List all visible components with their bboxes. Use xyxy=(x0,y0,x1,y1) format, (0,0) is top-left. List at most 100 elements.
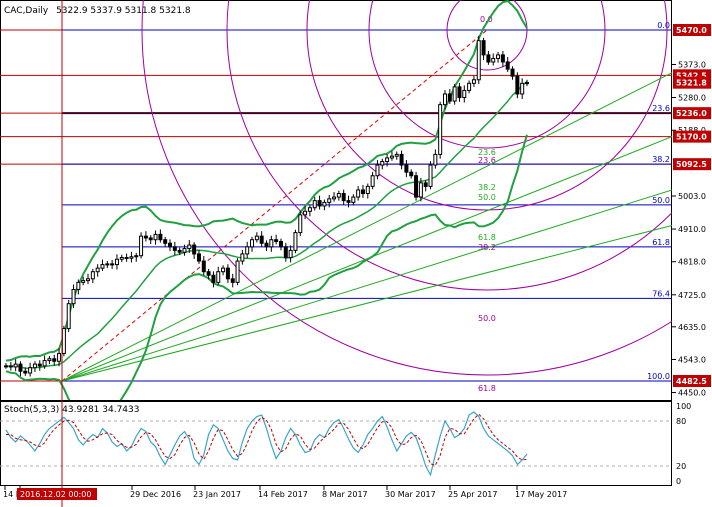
time-axis-label: 14 Feb 2017 xyxy=(258,490,308,499)
price-tag-label: 5342.5 xyxy=(676,71,707,80)
candle-body xyxy=(452,86,457,102)
candle-body xyxy=(312,200,317,209)
bollinger-band xyxy=(5,80,528,369)
time-axis-label: 23 Jan 2017 xyxy=(193,490,241,499)
candle-body xyxy=(158,233,163,241)
price-axis-label: 5003.0 xyxy=(678,192,706,201)
stoch-axis-label: 80 xyxy=(676,417,686,426)
candle-body xyxy=(385,157,390,163)
candle-body xyxy=(95,267,100,273)
candle-body xyxy=(163,239,168,244)
candle-body xyxy=(389,155,394,159)
candle-body xyxy=(442,93,447,106)
time-cursor-tag-bg xyxy=(17,488,97,500)
candle-body xyxy=(230,278,235,283)
candle-body xyxy=(148,237,153,241)
candle-body xyxy=(37,363,42,367)
candle-body xyxy=(42,360,47,367)
candle-body xyxy=(254,235,259,241)
candle-body xyxy=(303,210,308,216)
candle-body xyxy=(18,363,23,372)
fan-label: 50.0 xyxy=(478,193,496,202)
price-axis-label: 4635.0 xyxy=(678,323,706,332)
candle-body xyxy=(375,164,380,177)
price-tag-bg xyxy=(673,24,711,36)
candle-body xyxy=(428,164,433,187)
bollinger-band xyxy=(5,0,528,362)
fibo-arc-label: 0.0 xyxy=(480,15,493,24)
candle-body xyxy=(370,175,375,187)
candle-body xyxy=(404,164,409,173)
candle-body xyxy=(288,249,293,258)
candle-body xyxy=(134,255,139,258)
fibo-arc-label: 50.0 xyxy=(478,314,496,323)
candle-body xyxy=(322,201,327,207)
fan-line xyxy=(61,225,672,382)
price-tag-label: 4482.5 xyxy=(676,377,707,386)
candle-body xyxy=(216,271,221,283)
candle-body xyxy=(264,242,269,248)
candle-body xyxy=(153,233,158,241)
candle-body xyxy=(307,207,312,212)
candle-body xyxy=(90,271,95,280)
fibo-level-label: 76.4 xyxy=(652,289,670,298)
price-axis-label: 4543.0 xyxy=(678,355,706,364)
fan-line xyxy=(61,189,672,382)
fibo-arc xyxy=(446,0,528,71)
candle-body xyxy=(168,242,173,248)
candle-body xyxy=(240,253,245,262)
candle-body xyxy=(28,367,33,374)
candle-body xyxy=(259,235,264,244)
candle-body xyxy=(500,54,505,63)
candle-body xyxy=(187,244,192,250)
candle-body xyxy=(447,93,452,102)
candle-body xyxy=(433,153,438,166)
candle-body xyxy=(100,264,105,269)
candle-body xyxy=(278,240,283,248)
stoch-signal-line xyxy=(6,413,528,466)
candle-body xyxy=(172,246,177,251)
stoch-header: Stoch(5,3,3) 43.9281 34.7433 xyxy=(4,405,139,415)
candle-body xyxy=(380,161,385,166)
ohlc-label: 5322.9 5337.9 5311.8 5321.8 xyxy=(56,6,191,16)
price-axis-label: 4725.0 xyxy=(678,291,706,300)
candle-body xyxy=(505,61,510,70)
stoch-chart-frame xyxy=(0,401,672,486)
price-tag-label: 5170.0 xyxy=(676,133,707,142)
candle-body xyxy=(32,363,37,369)
candle-body xyxy=(341,193,346,202)
candle-body xyxy=(269,239,274,248)
time-axis-label: 30 Mar 2017 xyxy=(385,490,436,499)
candle-body xyxy=(351,196,356,203)
candle-body xyxy=(486,54,491,63)
candle-body xyxy=(114,258,119,266)
candle-body xyxy=(327,198,332,203)
candle-body xyxy=(462,89,467,99)
candle-body xyxy=(414,175,419,198)
stoch-axis-label: 0 xyxy=(676,477,681,486)
time-axis-label: 29 Dec 2016 xyxy=(130,490,181,499)
candle-body xyxy=(124,256,129,259)
candle-body xyxy=(471,79,476,84)
fibo-arc xyxy=(306,0,668,211)
time-axis-label: 8 Mar 2017 xyxy=(322,490,368,499)
candle-body xyxy=(4,365,8,368)
candle-body xyxy=(57,352,62,362)
time-axis-label: 25 Apr 2017 xyxy=(448,490,497,499)
fibo-level-label: 50.0 xyxy=(652,196,670,205)
candle-body xyxy=(274,239,279,242)
candle-body xyxy=(13,363,18,368)
candle-body xyxy=(491,57,496,63)
price-tag-label: 5321.8 xyxy=(676,79,707,88)
candle-body xyxy=(192,244,197,255)
fan-label: 23.6 xyxy=(478,148,496,157)
price-tag-label: 5236.0 xyxy=(676,109,707,118)
fibo-arc-label: 23.6 xyxy=(478,156,496,165)
candle-body xyxy=(476,40,481,81)
fan-label: 61.8 xyxy=(478,233,496,242)
candle-body xyxy=(81,280,86,283)
bollinger-band xyxy=(5,134,528,400)
candle-body xyxy=(515,75,520,95)
candle-body xyxy=(201,260,206,273)
